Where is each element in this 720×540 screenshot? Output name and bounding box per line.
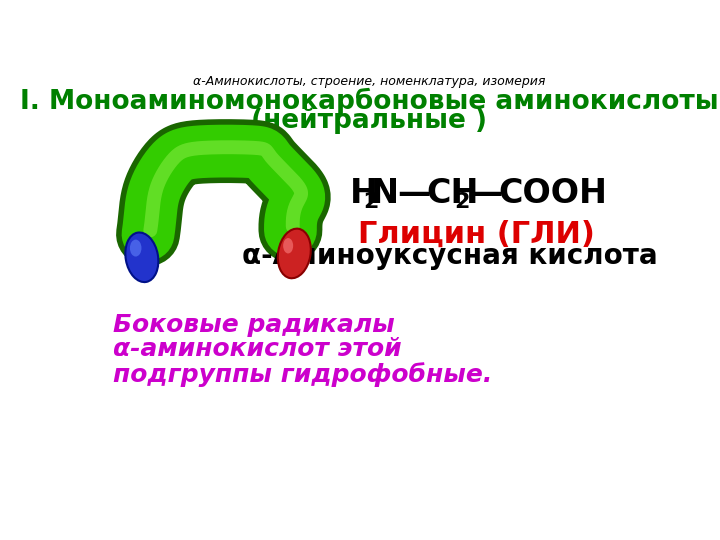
Text: 2: 2 (363, 192, 378, 212)
Text: Боковые радикалы: Боковые радикалы (113, 313, 395, 337)
Text: α-аминокислот этой: α-аминокислот этой (113, 338, 402, 361)
Text: H: H (350, 178, 378, 211)
Text: α-Аминокислоты, строение, номенклатура, изомерия: α-Аминокислоты, строение, номенклатура, … (193, 75, 545, 88)
Text: 2: 2 (454, 192, 470, 212)
Ellipse shape (125, 233, 158, 282)
Text: α-Аминоуксусная кислота: α-Аминоуксусная кислота (242, 242, 657, 270)
Text: COOH: COOH (498, 178, 608, 211)
Text: подгруппы гидрофобные.: подгруппы гидрофобные. (113, 362, 492, 387)
Ellipse shape (130, 240, 141, 256)
Text: (нейтральные ): (нейтральные ) (251, 108, 487, 134)
Text: I. Моноаминомонокарбоновые аминокислоты: I. Моноаминомонокарбоновые аминокислоты (19, 88, 719, 115)
Ellipse shape (283, 238, 293, 253)
Text: N: N (372, 178, 400, 211)
Ellipse shape (278, 228, 311, 278)
Text: CH: CH (427, 178, 480, 211)
Text: —: — (469, 178, 503, 211)
Text: —: — (397, 178, 431, 211)
Text: Глицин (ГЛИ): Глицин (ГЛИ) (359, 220, 595, 249)
